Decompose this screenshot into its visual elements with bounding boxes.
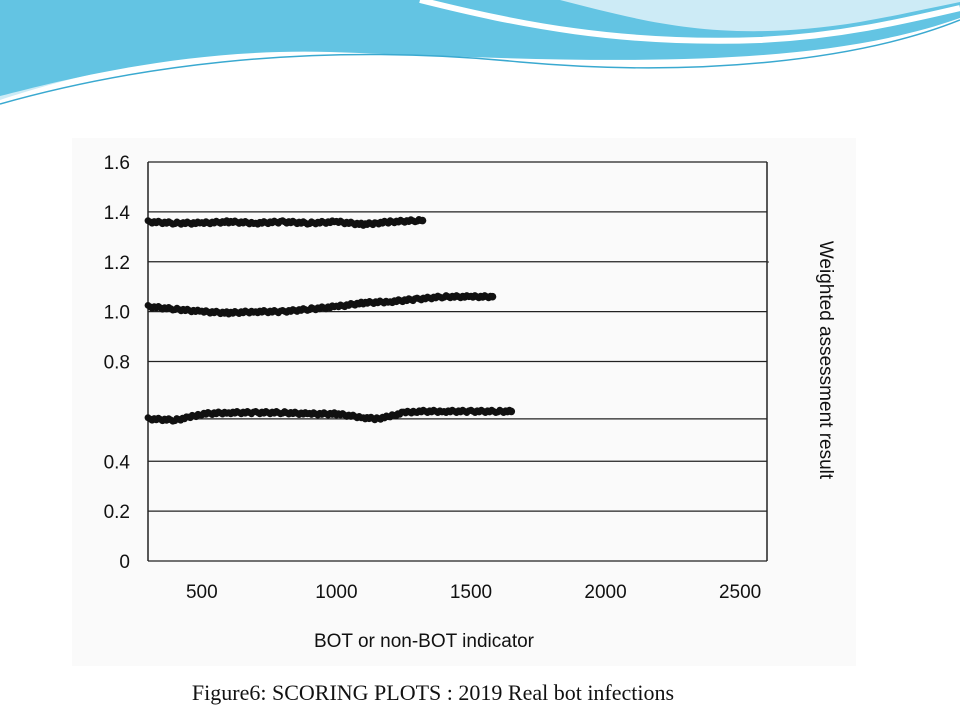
y-tick-label: 0.2 bbox=[104, 502, 130, 523]
data-series-band bbox=[144, 216, 427, 229]
y-tick-label: 0.4 bbox=[104, 452, 131, 473]
data-point bbox=[507, 407, 516, 416]
x-tick-label: 2500 bbox=[719, 582, 761, 603]
gridlines bbox=[148, 161, 767, 562]
data-series-band bbox=[144, 292, 497, 318]
x-tick-labels: 500 1000 1500 2000 2500 bbox=[186, 582, 761, 603]
y-tick-label: 1.2 bbox=[104, 253, 130, 274]
data-point bbox=[418, 216, 427, 225]
x-axis-title: BOT or non-BOT indicator bbox=[314, 631, 535, 652]
data-series bbox=[144, 216, 516, 425]
x-tick-label: 2000 bbox=[584, 582, 626, 603]
figure-caption: Figure6: SCORING PLOTS : 2019 Real bot i… bbox=[191, 680, 675, 705]
header-wave-decoration bbox=[0, 0, 960, 105]
data-point bbox=[488, 292, 497, 301]
x-tick-label: 1500 bbox=[450, 582, 492, 603]
y-tick-label: 1.0 bbox=[104, 303, 130, 324]
x-tick-label: 1000 bbox=[315, 582, 357, 603]
y-tick-label: 1.4 bbox=[104, 203, 131, 224]
chart-panel: 1.6 1.4 1.2 1.0 0.8 0.4 0.2 0 500 1000 1500 2000 25… bbox=[72, 138, 856, 666]
y-tick-label: 1.6 bbox=[104, 153, 130, 174]
y-axis-title: Weighted assessment result bbox=[815, 241, 836, 480]
y-tick-label: 0.8 bbox=[104, 353, 130, 374]
wave-dark-band bbox=[0, 0, 960, 96]
scatter-chart: 1.6 1.4 1.2 1.0 0.8 0.4 0.2 0 500 1000 1500 2000 25… bbox=[104, 153, 836, 652]
wave-line bbox=[0, 19, 960, 105]
data-series-band bbox=[144, 406, 516, 425]
y-tick-labels: 1.6 1.4 1.2 1.0 0.8 0.4 0.2 0 bbox=[104, 153, 131, 573]
wave-highlight bbox=[419, 0, 960, 44]
y-tick-label: 0 bbox=[119, 552, 130, 573]
x-tick-label: 500 bbox=[186, 582, 218, 603]
